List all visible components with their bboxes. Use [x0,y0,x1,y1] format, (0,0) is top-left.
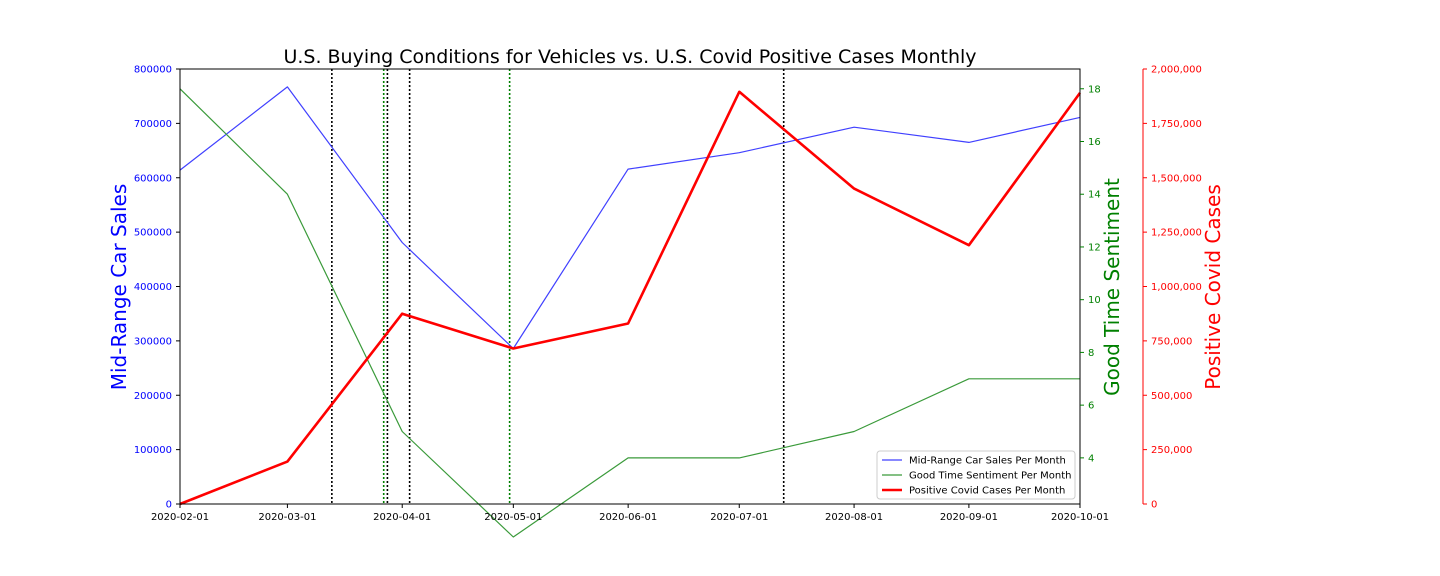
y-tick-label-good-time-sentiment: 16 [1088,137,1101,148]
y-tick-label-car-sales: 500000 [134,228,172,239]
y-tick-label-car-sales: 600000 [134,173,172,184]
series-line-covid-cases [179,90,1082,506]
y-axis-label-good-time-sentiment: Good Time Sentiment [1100,178,1124,396]
legend-label: Mid-Range Car Sales Per Month [909,456,1066,467]
legend-items: Mid-Range Car Sales Per Month Good Time S… [882,456,1072,497]
event-marker-lines [331,69,785,504]
y-tick-label-car-sales: 400000 [134,282,172,293]
chart-title: U.S. Buying Conditions for Vehicles vs. … [283,46,976,68]
x-tick-label: 2020-04-01 [373,512,431,523]
plot-frame [179,68,1081,505]
y-tick-label-good-time-sentiment: 4 [1088,453,1094,464]
y-axis-label-covid-cases: Positive Covid Cases [1201,184,1225,389]
y-tick-label-good-time-sentiment: 6 [1088,401,1094,412]
y-tick-label-covid-cases: 250,000 [1151,445,1192,456]
y-tick-label-covid-cases: 1,500,000 [1151,173,1202,184]
y-tick-label-good-time-sentiment: 18 [1088,84,1101,95]
x-tick-label: 2020-03-01 [258,512,316,523]
y-tick-label-car-sales: 0 [166,500,172,511]
y-tick-label-covid-cases: 750,000 [1151,336,1192,347]
y-tick-label-covid-cases: 1,250,000 [1151,228,1202,239]
x-tick-label: 2020-10-01 [1051,512,1109,523]
y-tick-label-car-sales: 200000 [134,391,172,402]
y-tick-label-covid-cases: 1,750,000 [1151,119,1202,130]
x-tick-label: 2020-05-01 [484,512,542,523]
y-axis-car-sales: 0 100000 200000 300000 400000 500000 600000 700… [134,65,180,511]
legend: Mid-Range Car Sales Per Month Good Time S… [876,450,1076,500]
y-tick-label-car-sales: 300000 [134,336,172,347]
x-tick-label: 2020-07-01 [710,512,768,523]
y-tick-label-covid-cases: 0 [1151,500,1157,511]
y-tick-label-covid-cases: 1,000,000 [1151,282,1202,293]
legend-box [876,450,1076,500]
y-tick-label-covid-cases: 500,000 [1151,391,1192,402]
y-tick-label-car-sales: 700000 [134,119,172,130]
y-tick-label-good-time-sentiment: 8 [1088,348,1094,359]
y-axis-covid-cases: 0 250,000 500,000 750,000 1,000,000 1,250,000… [1143,65,1202,511]
y-tick-label-car-sales: 800000 [134,65,172,76]
y-axis-label-car-sales: Mid-Range Car Sales [107,184,131,391]
x-tick-label: 2020-08-01 [825,512,883,523]
legend-label: Good Time Sentiment Per Month [909,471,1072,482]
y-tick-label-good-time-sentiment: 14 [1088,190,1101,201]
y-tick-label-car-sales: 100000 [134,445,172,456]
y-axis-good-time-sentiment: 4 6 8 10 12 14 16 18 [1080,84,1101,464]
y-tick-label-good-time-sentiment: 12 [1088,242,1101,253]
y-tick-label-good-time-sentiment: 10 [1088,295,1101,306]
y-tick-label-covid-cases: 2,000,000 [1151,65,1202,76]
series-lines [179,86,1082,538]
x-tick-label: 2020-02-01 [151,512,209,523]
x-tick-label: 2020-06-01 [599,512,657,523]
legend-label: Positive Covid Cases Per Month [909,486,1065,497]
x-tick-label: 2020-09-01 [940,512,998,523]
series-line-car-sales [179,86,1081,350]
x-axis: 2020-02-01 2020-03-01 2020-04-01 2020-05-01… [151,504,1109,523]
